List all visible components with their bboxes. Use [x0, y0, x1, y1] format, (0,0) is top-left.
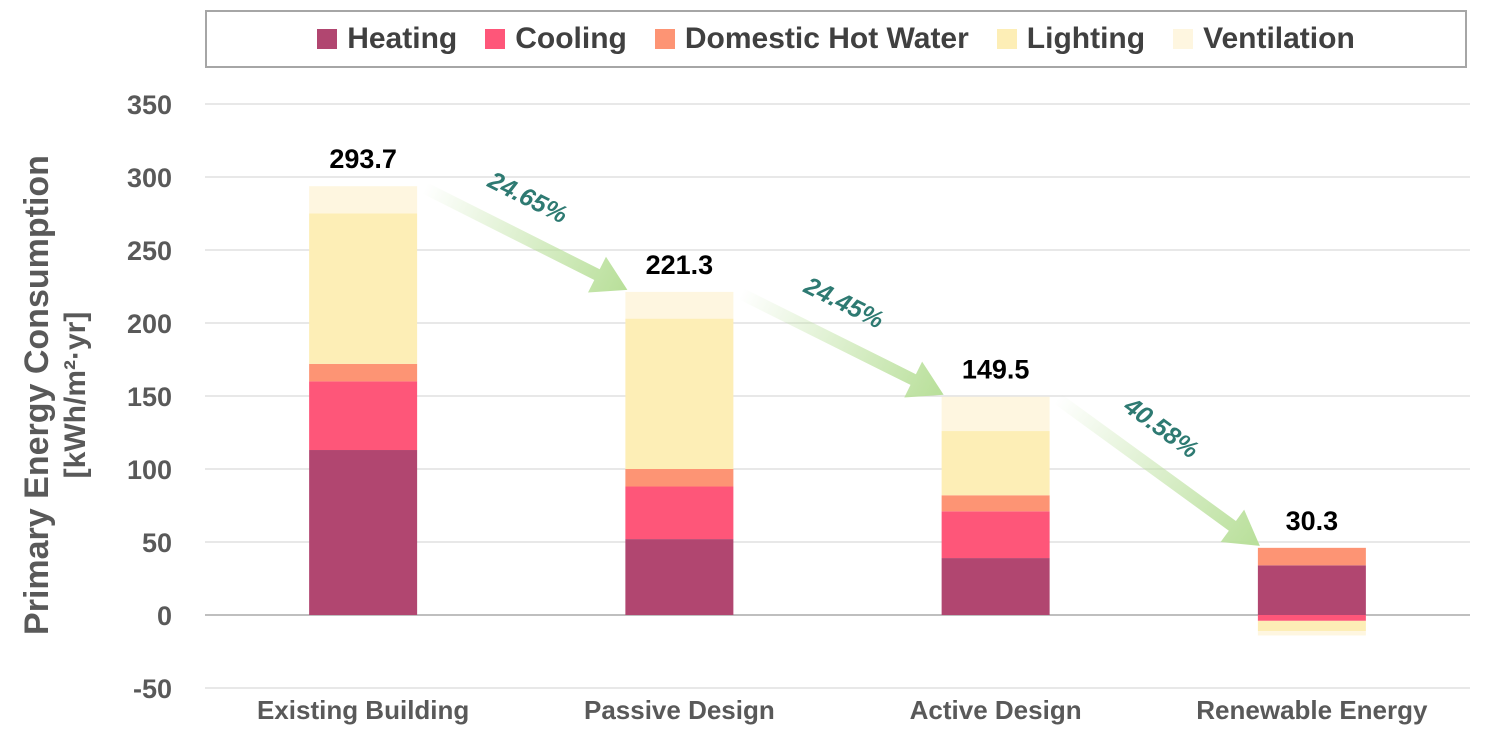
x-category-label: Existing Building [257, 695, 469, 725]
bar-segment-cooling [309, 381, 418, 451]
legend-swatch-cooling [485, 29, 506, 49]
legend-item-ventilation: Ventilation [1173, 22, 1355, 56]
total-label: 30.3 [1286, 506, 1339, 536]
y-tick-label: 350 [127, 90, 172, 120]
y-tick-label: 100 [127, 455, 172, 485]
bar-segment-heating [309, 450, 418, 615]
y-tick-label: 150 [127, 382, 172, 412]
legend-item-heating: Heating [317, 22, 457, 56]
bar-segment-domestic-hot-water [1257, 547, 1366, 566]
legend-item-domestic-hot-water: Domestic Hot Water [654, 22, 969, 56]
bar-segment-lighting [309, 213, 418, 364]
reduction-arrow [422, 182, 628, 293]
reduction-arrow-shape [738, 288, 944, 398]
bar-segment-cooling [941, 511, 1050, 559]
legend-swatch-ventilation [1173, 29, 1194, 49]
reduction-arrow [738, 288, 944, 398]
bar-segment-ventilation [625, 291, 734, 319]
bar-segment-lighting [625, 318, 734, 469]
bar-segment-ventilation [309, 186, 418, 214]
bar-segment-heating [941, 558, 1050, 615]
y-tick-label: 200 [127, 309, 172, 339]
bar-segment-heating [1257, 565, 1366, 615]
y-tick-label: 0 [157, 601, 172, 631]
legend-swatch-domestic-hot-water [654, 29, 675, 49]
legend-item-lighting: Lighting [996, 22, 1146, 56]
bar-segment-domestic-hot-water [309, 363, 418, 382]
bar-segment-heating [625, 539, 734, 615]
legend: Heating Cooling Domestic Hot Water Lighting… [205, 10, 1467, 68]
bar-segment-ventilation [941, 396, 1050, 432]
legend-label-domestic-hot-water: Domestic Hot Water [684, 22, 969, 55]
y-tick-label: 50 [142, 528, 172, 558]
legend-swatch-heating [317, 29, 338, 49]
bar-segment-lighting [1257, 620, 1366, 632]
legend-item-cooling: Cooling [485, 22, 627, 56]
legend-swatch-lighting [996, 29, 1017, 49]
x-category-label: Renewable Energy [1196, 695, 1428, 725]
bar-segment-ventilation [1257, 631, 1366, 636]
total-label: 149.5 [962, 355, 1030, 385]
x-category-label: Active Design [910, 695, 1082, 725]
y-tick-label: 300 [127, 163, 172, 193]
bar-segment-domestic-hot-water [941, 495, 1050, 512]
reduction-arrow-shape [1054, 393, 1260, 546]
bar-segment-cooling [1257, 615, 1366, 621]
total-label: 221.3 [646, 250, 714, 280]
total-label: 293.7 [329, 144, 397, 174]
bar-segment-lighting [941, 431, 1050, 496]
reduction-arrow [1054, 393, 1260, 546]
y-tick-label: 250 [127, 236, 172, 266]
y-tick-label: -50 [133, 674, 172, 704]
bar-segment-cooling [625, 486, 734, 540]
legend-label-lighting: Lighting [1026, 22, 1146, 55]
legend-label-ventilation: Ventilation [1203, 22, 1355, 55]
bar-segment-domestic-hot-water [625, 469, 734, 487]
reduction-arrow-shape [422, 182, 628, 293]
x-category-label: Passive Design [584, 695, 775, 725]
legend-label-heating: Heating [347, 22, 458, 55]
legend-label-cooling: Cooling [515, 22, 627, 55]
